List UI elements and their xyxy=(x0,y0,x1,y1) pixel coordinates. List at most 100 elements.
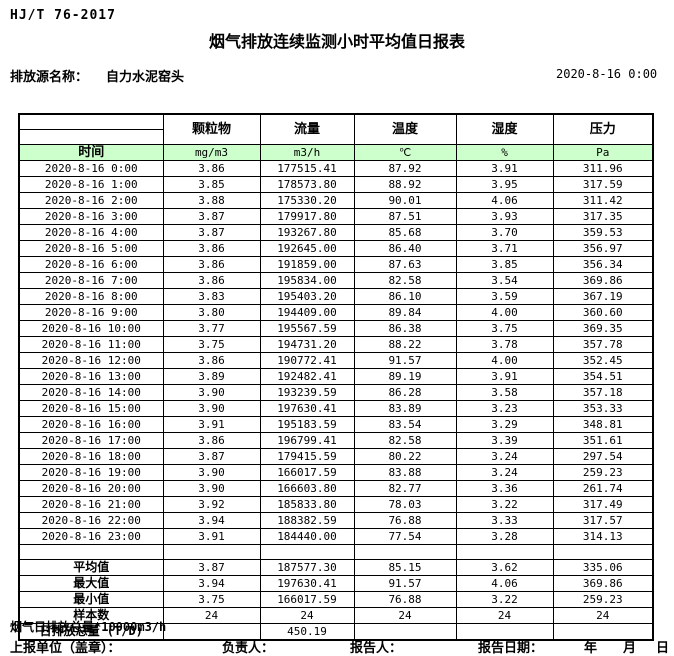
cell-value: 195183.59 xyxy=(259,415,355,433)
cell-time: 2020-8-16 4:00 xyxy=(18,223,164,241)
cell-value: 194409.00 xyxy=(259,303,355,321)
cell-value: 3.91 xyxy=(162,527,261,545)
cell-time: 2020-8-16 9:00 xyxy=(18,303,164,321)
cell-value: 89.19 xyxy=(353,367,457,385)
cell-value: 4.06 xyxy=(455,191,554,209)
spacer-cell xyxy=(259,543,355,560)
cell-value: 357.78 xyxy=(552,335,654,353)
unit-temperature: ℃ xyxy=(353,143,457,161)
cell-value: 3.86 xyxy=(162,271,261,289)
cell-value: 3.90 xyxy=(162,399,261,417)
table-row: 2020-8-16 17:00 3.86 196799.41 82.58 3.39 351… xyxy=(18,431,654,449)
cell-value: 3.80 xyxy=(162,303,261,321)
report-table: 颗粒物 流量 温度 湿度 压力 时间 mg/m3 m3/h ℃ % Pa 202… xyxy=(18,113,654,641)
summary-value: 24 xyxy=(353,606,457,624)
col-header-pressure: 压力 xyxy=(552,113,654,145)
cell-value: 353.33 xyxy=(552,399,654,417)
cell-value: 354.51 xyxy=(552,367,654,385)
cell-value: 356.97 xyxy=(552,239,654,257)
summary-value: 91.57 xyxy=(353,574,457,592)
header-body: 颗粒物 流量 温度 湿度 压力 时间 mg/m3 m3/h ℃ % Pa xyxy=(18,113,654,161)
table-row: 2020-8-16 15:00 3.90 197630.41 83.89 3.23 353… xyxy=(18,399,654,417)
summary-value: 4.06 xyxy=(455,574,554,592)
table-row: 2020-8-16 21:00 3.92 185833.80 78.03 3.22 317… xyxy=(18,495,654,513)
cell-value: 367.19 xyxy=(552,287,654,305)
unit-humidity: % xyxy=(455,143,554,161)
header-row-1: 颗粒物 流量 温度 湿度 压力 xyxy=(18,113,654,145)
source-line: 排放源名称： 自力水泥窑头 xyxy=(10,66,184,85)
footer-signature-line: 上报单位（盖章）： 负责人： 报告人： 报告日期： 年 月 日 xyxy=(0,637,674,656)
table-row: 2020-8-16 1:00 3.85 178573.80 88.92 3.95 317.… xyxy=(18,175,654,193)
cell-time: 2020-8-16 10:00 xyxy=(18,319,164,337)
summary-value: 24 xyxy=(455,606,554,624)
cell-value: 3.75 xyxy=(162,335,261,353)
summary-value: 76.88 xyxy=(353,590,457,608)
cell-value: 3.87 xyxy=(162,447,261,465)
spacer-row xyxy=(18,543,654,560)
cell-value: 78.03 xyxy=(353,495,457,513)
summary-value: 166017.59 xyxy=(259,590,355,608)
cell-value: 3.90 xyxy=(162,479,261,497)
cell-value: 3.29 xyxy=(455,415,554,433)
spacer-body xyxy=(18,543,654,560)
header-blank-cell-2 xyxy=(18,128,164,145)
page-title: 烟气排放连续监测小时平均值日报表 xyxy=(208,32,465,51)
cell-value: 3.91 xyxy=(455,367,554,385)
table-row: 2020-8-16 11:00 3.75 194731.20 88.22 3.78 357… xyxy=(18,335,654,353)
cell-value: 192482.41 xyxy=(259,367,355,385)
cell-value: 3.39 xyxy=(455,431,554,449)
cell-value: 192645.00 xyxy=(259,239,355,257)
cell-value: 3.24 xyxy=(455,447,554,465)
table-row: 2020-8-16 14:00 3.90 193239.59 86.28 3.58 357… xyxy=(18,383,654,401)
cell-time: 2020-8-16 21:00 xyxy=(18,495,164,513)
cell-value: 3.88 xyxy=(162,191,261,209)
cell-value: 259.23 xyxy=(552,463,654,481)
cell-value: 185833.80 xyxy=(259,495,355,513)
cell-value: 196799.41 xyxy=(259,431,355,449)
cell-value: 184440.00 xyxy=(259,527,355,545)
cell-value: 195834.00 xyxy=(259,271,355,289)
summary-value: 3.62 xyxy=(455,558,554,576)
cell-value: 86.40 xyxy=(353,239,457,257)
cell-value: 314.13 xyxy=(552,527,654,545)
spacer-cell xyxy=(162,543,261,560)
cell-value: 317.49 xyxy=(552,495,654,513)
cell-value: 82.58 xyxy=(353,431,457,449)
table-row: 2020-8-16 9:00 3.80 194409.00 89.84 4.00 360.… xyxy=(18,303,654,321)
cell-value: 80.22 xyxy=(353,447,457,465)
cell-value: 3.86 xyxy=(162,255,261,273)
cell-value: 3.23 xyxy=(455,399,554,417)
report-unit-label: 上报单位（盖章）： xyxy=(10,641,121,656)
year-label: 年 xyxy=(584,641,598,656)
table-row: 2020-8-16 20:00 3.90 166603.80 82.77 3.36 261… xyxy=(18,479,654,497)
cell-time: 2020-8-16 2:00 xyxy=(18,191,164,209)
data-rows-body: 2020-8-16 0:00 3.86 177515.41 87.92 3.91 311.… xyxy=(18,159,654,545)
cell-value: 3.58 xyxy=(455,383,554,401)
cell-time: 2020-8-16 1:00 xyxy=(18,175,164,193)
cell-time: 2020-8-16 7:00 xyxy=(18,271,164,289)
cell-value: 4.00 xyxy=(455,303,554,321)
table-row: 2020-8-16 18:00 3.87 179415.59 80.22 3.24 297… xyxy=(18,447,654,465)
cell-value: 191859.00 xyxy=(259,255,355,273)
cell-value: 3.87 xyxy=(162,207,261,225)
cell-value: 3.78 xyxy=(455,335,554,353)
cell-time: 2020-8-16 8:00 xyxy=(18,287,164,305)
time-column-header: 时间 xyxy=(18,143,164,161)
cell-value: 4.00 xyxy=(455,351,554,369)
cell-value: 3.87 xyxy=(162,223,261,241)
unit-row: 时间 mg/m3 m3/h ℃ % Pa xyxy=(18,143,654,161)
cell-value: 3.91 xyxy=(455,159,554,177)
cell-value: 3.90 xyxy=(162,383,261,401)
cell-time: 2020-8-16 6:00 xyxy=(18,255,164,273)
cell-value: 317.59 xyxy=(552,175,654,193)
table-row: 2020-8-16 23:00 3.91 184440.00 77.54 3.28 314… xyxy=(18,527,654,545)
cell-value: 82.58 xyxy=(353,271,457,289)
table-row: 2020-8-16 10:00 3.77 195567.59 86.38 3.75 369… xyxy=(18,319,654,337)
cell-value: 85.68 xyxy=(353,223,457,241)
table-row: 2020-8-16 19:00 3.90 166017.59 83.88 3.24 259… xyxy=(18,463,654,481)
table-row: 2020-8-16 22:00 3.94 188382.59 76.88 3.33 317… xyxy=(18,511,654,529)
spacer-cell xyxy=(18,543,164,560)
cell-value: 311.42 xyxy=(552,191,654,209)
table-row: 2020-8-16 12:00 3.86 190772.41 91.57 4.00 352… xyxy=(18,351,654,369)
cell-value: 3.24 xyxy=(455,463,554,481)
